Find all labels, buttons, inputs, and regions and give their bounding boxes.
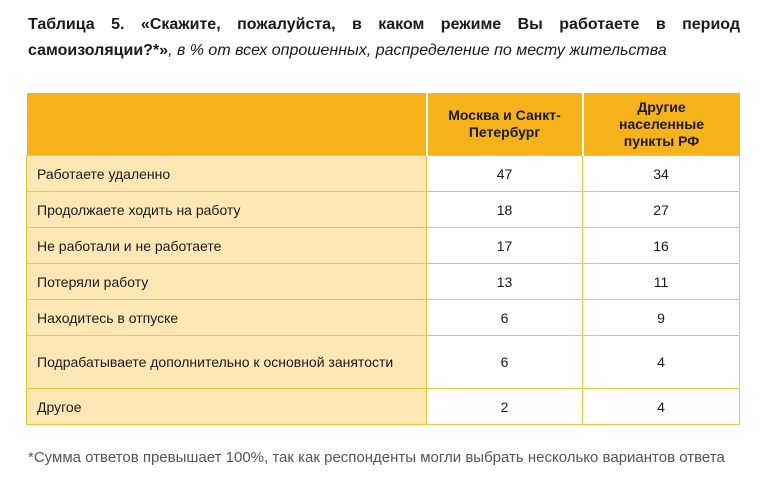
value-other: 34 [582, 155, 740, 192]
row-label: Работаете удаленно [26, 155, 427, 192]
header-other-localities: Другие населенные пункты РФ [582, 93, 740, 156]
table-row: Не работали и не работаете 17 16 [26, 227, 740, 264]
footnote: *Сумма ответов превышает 100%, так как р… [28, 449, 725, 466]
table-caption: Таблица 5. «Скажите, пожалуйста, в каком… [28, 12, 740, 64]
value-moscow-spb: 2 [426, 388, 583, 425]
table-row: Работаете удаленно 47 34 [26, 155, 740, 192]
value-moscow-spb: 6 [426, 335, 583, 389]
value-other: 27 [582, 191, 740, 228]
table-row: Подрабатываете дополнительно к основной … [26, 335, 740, 389]
table-row: Потеряли работу 13 11 [26, 263, 740, 300]
row-label: Потеряли работу [26, 263, 427, 300]
value-moscow-spb: 17 [426, 227, 583, 264]
table-row: Другое 2 4 [26, 388, 740, 425]
row-label: Не работали и не работаете [26, 227, 427, 264]
value-moscow-spb: 47 [426, 155, 583, 192]
value-moscow-spb: 6 [426, 299, 583, 336]
table-header-row: Москва и Санкт-Петербург Другие населенн… [26, 93, 740, 156]
value-moscow-spb: 13 [426, 263, 583, 300]
header-corner [26, 93, 428, 156]
caption-subtitle: , в % от всех опрошенных, распределение … [168, 42, 667, 59]
value-other: 9 [582, 299, 740, 336]
caption-title: Таблица 5. «Скажите, пожалуйста, в каком… [28, 16, 740, 59]
table-row: Продолжаете ходить на работу 18 27 [26, 191, 740, 228]
table-row: Находитесь в отпуске 6 9 [26, 299, 740, 336]
value-other: 11 [582, 263, 740, 300]
row-label: Находитесь в отпуске [26, 299, 427, 336]
value-other: 4 [582, 388, 740, 425]
value-other: 4 [582, 335, 740, 389]
row-label: Продолжаете ходить на работу [26, 191, 427, 228]
survey-table: Москва и Санкт-Петербург Другие населенн… [26, 93, 740, 425]
value-moscow-spb: 18 [426, 191, 583, 228]
row-label: Другое [26, 388, 427, 425]
value-other: 16 [582, 227, 740, 264]
header-moscow-spb: Москва и Санкт-Петербург [426, 93, 584, 156]
row-label: Подрабатываете дополнительно к основной … [26, 335, 427, 389]
